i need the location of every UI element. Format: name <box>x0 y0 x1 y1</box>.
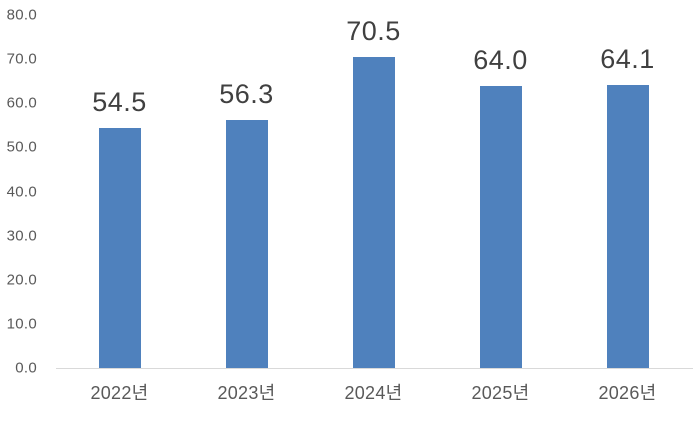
bar-value-label: 54.5 <box>92 86 147 117</box>
bar-column: 70.5 <box>310 15 437 368</box>
x-tick-label: 2025년 <box>471 383 530 403</box>
y-axis: 80.0 70.0 60.0 50.0 40.0 30.0 20.0 10.0 0.0 <box>0 7 37 377</box>
x-tick-label: 2024년 <box>344 383 403 403</box>
y-tick-label: 70.0 <box>6 50 37 68</box>
bar-value-label: 56.3 <box>219 78 274 109</box>
x-tick-label: 2022년 <box>90 383 149 403</box>
bar-column: 56.3 <box>183 15 310 368</box>
y-tick-label: 80.0 <box>6 6 37 24</box>
bar-value-label: 64.0 <box>473 44 528 75</box>
y-tick-label: 10.0 <box>6 315 37 333</box>
bar <box>225 119 268 368</box>
x-axis-line <box>56 368 693 369</box>
x-tick-label: 2023년 <box>217 383 276 403</box>
x-axis: 2022년 2023년 2024년 2025년 2026년 <box>56 382 691 404</box>
bar <box>352 56 395 368</box>
bar-column: 54.5 <box>56 15 183 368</box>
bar <box>479 85 522 368</box>
y-tick-label: 30.0 <box>6 227 37 245</box>
bar-column: 64.1 <box>564 15 691 368</box>
bar-value-label: 64.1 <box>600 44 655 75</box>
bar <box>98 127 141 368</box>
plot-area: 54.5 56.3 70.5 64.0 64.1 <box>56 15 691 368</box>
y-tick-label: 20.0 <box>6 271 37 289</box>
bar-column: 64.0 <box>437 15 564 368</box>
y-tick-label: 40.0 <box>6 183 37 200</box>
bar-value-label: 70.5 <box>346 15 401 46</box>
y-tick-label: 0.0 <box>15 359 37 377</box>
x-tick-label: 2026년 <box>598 383 657 403</box>
y-tick-label: 60.0 <box>6 94 37 112</box>
y-tick-label: 50.0 <box>6 138 37 156</box>
bar <box>606 85 649 368</box>
